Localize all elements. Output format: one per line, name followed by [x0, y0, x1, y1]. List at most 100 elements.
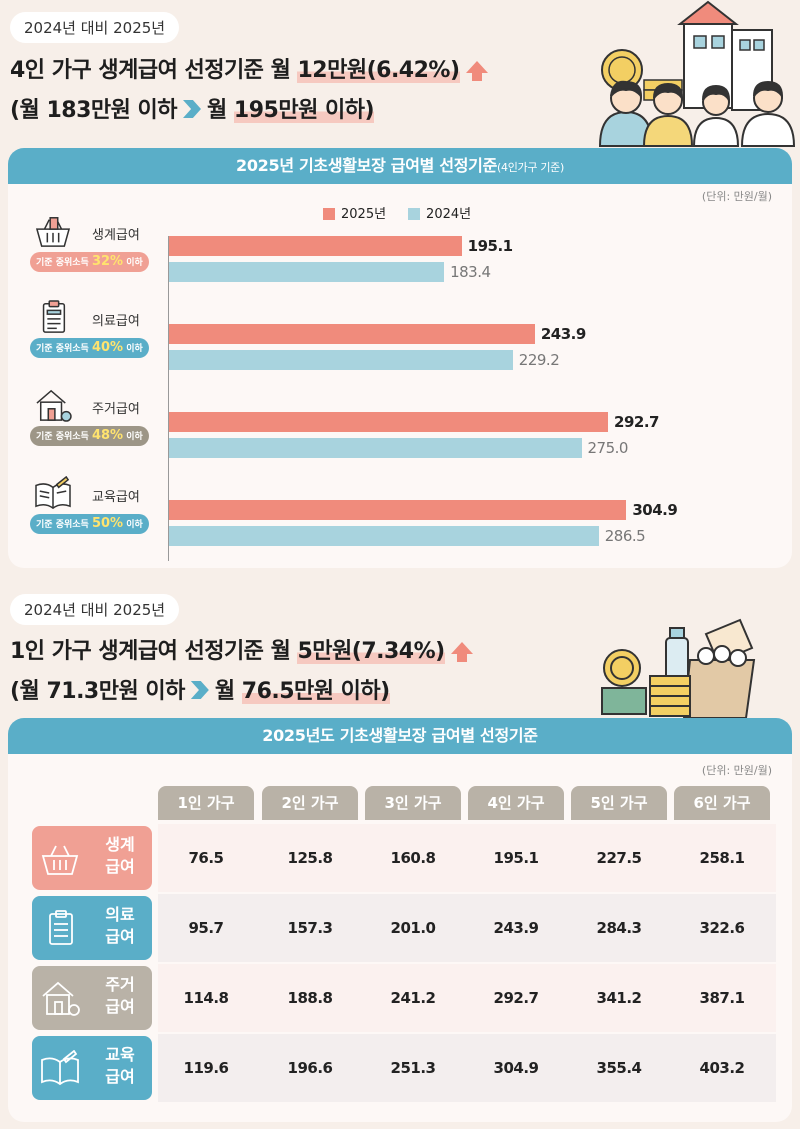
bar-2024 [169, 262, 445, 282]
table-cell: 387.1 [699, 989, 745, 1007]
chart-title-note: (4인가구 기준) [497, 161, 564, 174]
bar-2024 [169, 438, 582, 458]
chart-axis [168, 236, 169, 561]
table-cell: 304.9 [493, 1059, 539, 1077]
category-name: 생계급여 [92, 228, 140, 243]
table-cell: 188.8 [287, 989, 333, 1007]
column-header: 3인 가구 [365, 786, 461, 820]
legend-item-2025: 2025년 [323, 203, 386, 222]
table-row [158, 894, 776, 962]
category-name: 교육급여 [92, 490, 140, 505]
bar-2025 [169, 236, 462, 256]
table-unit: (단위: 만원/월) [701, 764, 772, 777]
table-cell: 95.7 [188, 919, 224, 937]
category-badge: 기준 중위소득 40% 이하 [30, 338, 149, 358]
table-cell: 195.1 [493, 849, 539, 867]
bar-2024 [169, 350, 513, 370]
legend-label-2024: 2024년 [426, 207, 472, 222]
legend-swatch-2024 [408, 207, 421, 220]
data-label: 183.4 [450, 263, 491, 281]
category-living: 생계급여 기준 중위소득 32% 이하 [30, 214, 165, 274]
headline-line2: (월 183만원 이하 월 195만원 이하) [10, 92, 375, 124]
groceries-illustration [601, 618, 756, 719]
column-header: 6인 가구 [674, 786, 770, 820]
chart-legend: 2025년 2024년 [323, 203, 471, 222]
headline2-text: 1인 가구 생계급여 선정기준 월 [10, 639, 298, 664]
family-illustration [598, 0, 796, 147]
category-name: 주거급여 [92, 402, 140, 417]
chart-title: 2025년 기초생활보장 급여별 선정기준 [235, 156, 498, 175]
headline2-to-pre: 월 [214, 679, 242, 704]
table-cell: 341.2 [596, 989, 642, 1007]
category-badge: 기준 중위소득 48% 이하 [30, 426, 149, 446]
comparison-tag: 2024년 대비 2025년 [10, 12, 180, 43]
category-badge: 기준 중위소득 50% 이하 [30, 514, 149, 534]
table-cell: 241.2 [390, 989, 436, 1007]
bar-2025 [169, 324, 535, 344]
legend-swatch-2025 [323, 207, 335, 220]
data-label: 304.9 [632, 501, 678, 519]
row-label: 생계 급여 [32, 826, 152, 890]
table-cell: 292.7 [493, 989, 539, 1007]
table-cell: 196.6 [287, 1059, 333, 1077]
headline2-from: (월 71.3만원 이하 [10, 679, 185, 704]
data-label: 195.1 [467, 237, 513, 255]
row-label-line2: 급여 [105, 927, 135, 946]
category-medical: 의료급여 기준 중위소득 40% 이하 [30, 300, 165, 360]
data-label: 243.9 [540, 325, 586, 343]
table-card-title: 2025년도 기초생활보장 급여별 선정기준 [8, 718, 792, 754]
house-icon [42, 981, 80, 1016]
book-icon [41, 1050, 79, 1086]
table-cell: 201.0 [390, 919, 436, 937]
table-cell: 251.3 [390, 1059, 436, 1077]
row-label-line2: 급여 [105, 1067, 135, 1086]
category-education: 교육급여 기준 중위소득 50% 이하 [30, 476, 165, 536]
row-label: 교육 급여 [32, 1036, 152, 1100]
table-cell: 355.4 [596, 1059, 642, 1077]
chart-unit: (단위: 만원/월) [701, 190, 772, 203]
headline2-line1: 1인 가구 생계급여 선정기준 월 5만원(7.34%) [10, 633, 473, 665]
data-label: 286.5 [604, 527, 646, 545]
row-label-line1: 주거 [105, 975, 135, 994]
table-cell: 76.5 [188, 849, 224, 867]
legend-item-2024: 2024년 [408, 203, 471, 222]
comparison-tag-2: 2024년 대비 2025년 [10, 594, 180, 625]
headline-line1: 4인 가구 생계급여 선정기준 월 12만원(6.42%) [10, 52, 488, 84]
category-name: 의료급여 [92, 314, 140, 329]
headline-to-pre: 월 [207, 98, 234, 123]
headline-to: 195만원 이하) [233, 98, 375, 123]
shopping-basket-icon [35, 217, 71, 247]
data-label: 275.0 [587, 439, 629, 457]
headline2-line2: (월 71.3만원 이하 월 76.5만원 이하) [10, 673, 390, 705]
table-cell: 125.8 [287, 849, 333, 867]
table-cell: 227.5 [596, 849, 642, 867]
row-label-text: 의료 급여 [92, 904, 148, 948]
column-header: 2인 가구 [262, 786, 358, 820]
bar-2025 [169, 412, 609, 432]
book-icon [35, 476, 71, 510]
headline-text: 4인 가구 생계급여 선정기준 월 [10, 58, 298, 83]
row-label: 의료 급여 [32, 896, 152, 960]
column-header: 1인 가구 [158, 786, 254, 820]
table-cell: 258.1 [699, 849, 745, 867]
bar-2025 [169, 500, 627, 520]
row-label-line1: 생계 [105, 835, 135, 854]
data-label: 229.2 [518, 351, 560, 369]
table-cell: 243.9 [493, 919, 539, 937]
bar-2024 [169, 526, 599, 546]
category-badge: 기준 중위소득 32% 이하 [30, 252, 149, 272]
table-row [158, 1034, 776, 1102]
column-header: 5인 가구 [571, 786, 667, 820]
chart-card: 2025년 기초생활보장 급여별 선정기준(4인가구 기준) (단위: 만원/월… [8, 148, 792, 568]
table-row [158, 824, 776, 892]
table-cell: 284.3 [596, 919, 642, 937]
table-cell: 157.3 [287, 919, 333, 937]
clipboard-icon [42, 300, 66, 333]
clipboard-icon [49, 910, 73, 945]
row-label-text: 생계 급여 [92, 834, 148, 878]
table-cell: 160.8 [390, 849, 436, 867]
row-label-line2: 급여 [105, 997, 135, 1016]
row-label-text: 교육 급여 [92, 1044, 148, 1088]
table-card: 2025년도 기초생활보장 급여별 선정기준 (단위: 만원/월) 1인 가구 2… [8, 718, 792, 1122]
